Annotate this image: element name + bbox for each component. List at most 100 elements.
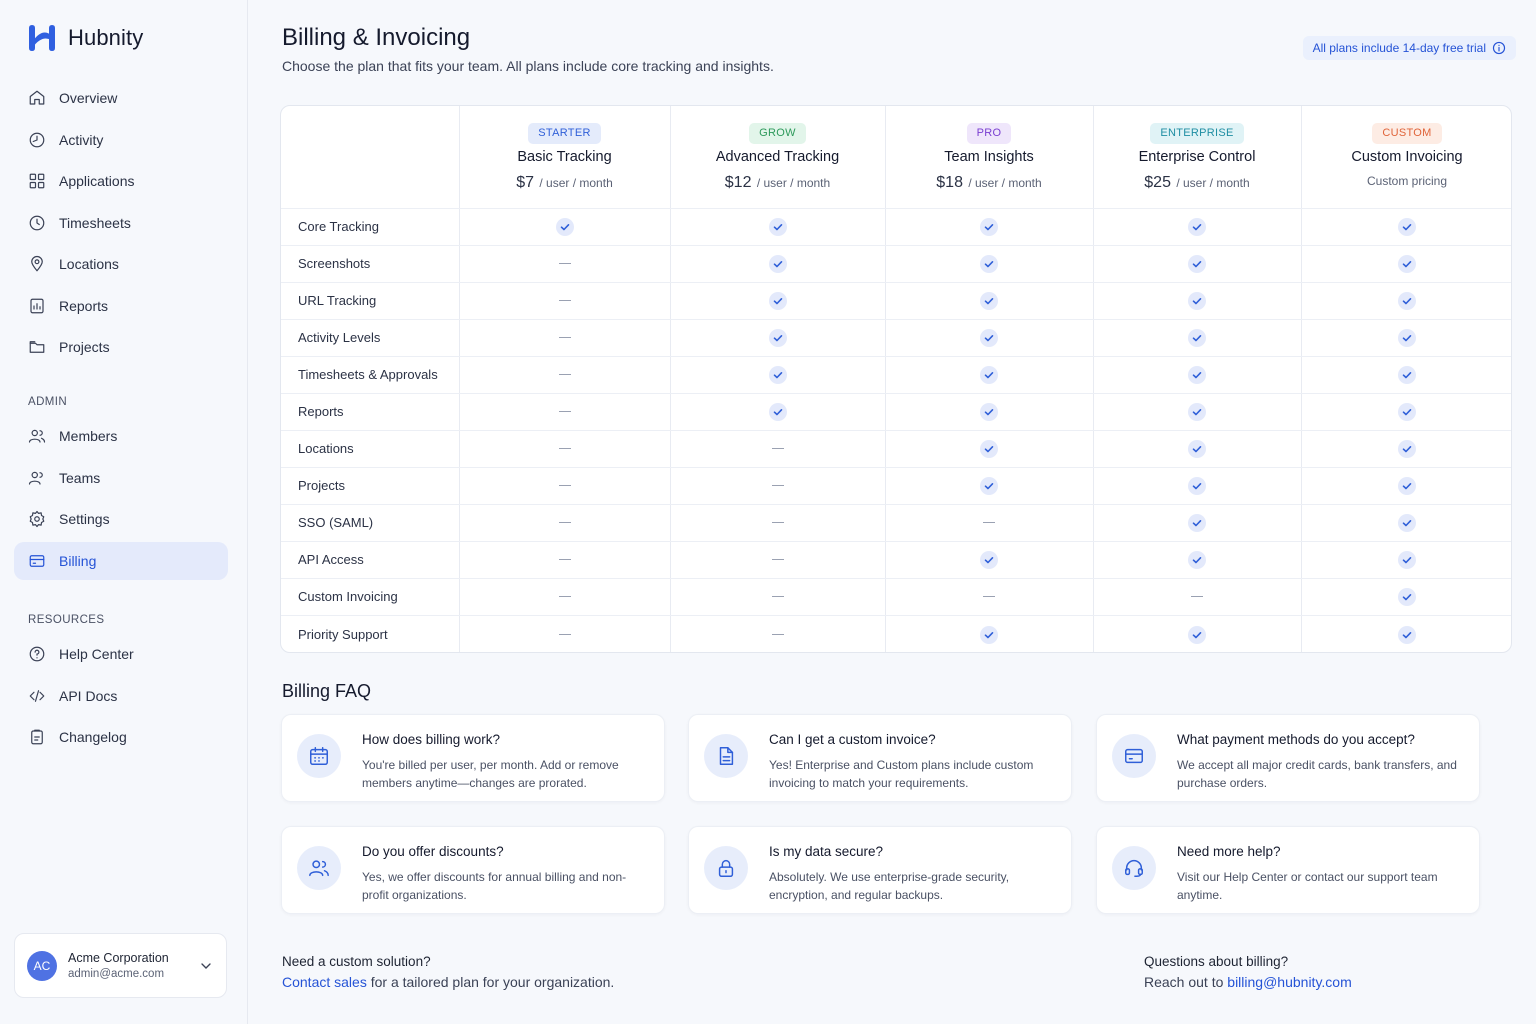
plan-price-unit: / user / month [756, 176, 831, 190]
faq-card[interactable]: Need more help? Visit our Help Center or … [1096, 826, 1480, 914]
nav-item-label: Changelog [59, 729, 127, 745]
nav-item-locations[interactable]: Locations [14, 245, 228, 283]
feature-label: API Access [298, 551, 364, 567]
nav-item-activity[interactable]: Activity [14, 121, 228, 159]
feature-included-check-icon [980, 291, 998, 310]
home-icon [29, 90, 45, 105]
headset-icon [1125, 860, 1143, 877]
plan-price: $18 / user / month [885, 174, 1093, 192]
column-divider [1301, 106, 1302, 652]
row-divider [281, 578, 1511, 579]
feature-included-check-icon [768, 254, 787, 273]
clock-icon [29, 215, 45, 230]
nav-item-applications[interactable]: Applications [14, 162, 228, 200]
custom-solution-rest: for a tailored plan for your organizatio… [366, 974, 615, 990]
feature-included-check-icon [1398, 402, 1416, 421]
faq-icon-wrap [297, 846, 341, 890]
clipboard-icon [31, 729, 43, 745]
section-label-resources: RESOURCES [28, 614, 105, 626]
nav-item-overview[interactable]: Overview [14, 79, 228, 117]
plan-badge: ENTERPRISE [1150, 123, 1244, 144]
feature-included-check-icon [1188, 513, 1206, 532]
contact-sales-link[interactable]: Contact sales [282, 974, 367, 990]
faq-card[interactable]: Is my data secure? Absolutely. We use ent… [688, 826, 1072, 914]
feature-included-check-icon [1398, 587, 1416, 606]
nav-item-settings[interactable]: Settings [14, 500, 228, 538]
row-divider [281, 430, 1511, 431]
faq-answer: Yes! Enterprise and Custom plans include… [769, 758, 1034, 790]
row-divider [281, 504, 1511, 505]
billing-questions-text: Reach out to billing@hubnity.com [1144, 974, 1352, 990]
report-icon [30, 298, 44, 313]
billing-email-link[interactable]: billing@hubnity.com [1227, 974, 1352, 990]
nav-item-label: Overview [59, 90, 118, 106]
nav-item-label: Applications [59, 173, 135, 189]
faq-card[interactable]: What payment methods do you accept? We ac… [1096, 714, 1480, 802]
dash-mark [771, 521, 784, 523]
gear-icon [29, 510, 45, 528]
feature-included-check-icon [1398, 254, 1416, 273]
feature-included-check-icon [980, 550, 998, 569]
feature-not-included-dash [1188, 588, 1206, 606]
faq-icon-wrap [1112, 846, 1156, 890]
account-email: admin@acme.com [68, 968, 165, 980]
nav-item-label: Billing [59, 552, 97, 569]
grid-icon [29, 173, 45, 189]
feature-label: Core Tracking [298, 218, 379, 234]
plan-price-unit: / user / month [539, 176, 613, 190]
nav-item-billing[interactable]: Billing [14, 541, 228, 580]
plan-price-amount: $25 [1144, 174, 1171, 191]
free-trial-badge[interactable]: All plans include 14-day free trial [1302, 36, 1516, 60]
dash-mark [558, 633, 571, 635]
feature-included-check-icon [1188, 291, 1206, 310]
plan-header: CUSTOM Custom Invoicing Custom pricing [1301, 106, 1511, 208]
nav-item-help-center[interactable]: Help Center [14, 635, 228, 673]
dash-mark [1191, 595, 1203, 597]
nav-item-label: Help Center [59, 646, 134, 662]
credit-card-icon [1125, 748, 1143, 764]
nav-item-changelog[interactable]: Changelog [14, 718, 228, 756]
column-divider [885, 106, 886, 652]
billing-questions-title: Questions about billing? [1144, 954, 1289, 969]
faq-question: Is my data secure? [769, 844, 884, 859]
nav-item-api-docs[interactable]: API Docs [14, 677, 228, 715]
faq-card[interactable]: How does billing work? You're billed per … [281, 714, 665, 802]
faq-icon-wrap [704, 734, 748, 778]
faq-question: Need more help? [1177, 844, 1281, 859]
feature-included-check-icon [980, 254, 998, 273]
dash-mark [558, 262, 571, 264]
feature-included-check-icon [1188, 402, 1206, 421]
nav-item-teams[interactable]: Teams [14, 459, 228, 497]
page-subtitle: Choose the plan that fits your team. All… [282, 58, 774, 74]
feature-included-check-icon [1188, 254, 1206, 273]
account-switcher[interactable]: AC Acme Corporation admin@acme.com [14, 933, 227, 998]
code-icon [29, 689, 45, 702]
billing-questions-prefix: Reach out to [1144, 974, 1228, 990]
feature-included-check-icon [980, 625, 998, 644]
faq-icon-wrap [297, 734, 341, 778]
nav-item-reports[interactable]: Reports [14, 287, 228, 325]
feature-included-check-icon [1398, 513, 1416, 532]
row-divider [281, 282, 1511, 283]
app-logo[interactable]: Hubnity [26, 24, 143, 52]
dash-mark [558, 336, 571, 338]
nav-item-members[interactable]: Members [14, 417, 228, 455]
row-divider [281, 615, 1511, 616]
feature-included-check-icon [1398, 328, 1416, 347]
nav-item-label: Reports [59, 297, 109, 314]
dash-mark [771, 558, 784, 560]
feature-included-check-icon [1398, 439, 1416, 458]
folder-icon [29, 341, 45, 353]
faq-card[interactable]: Do you offer discounts? Yes, we offer dis… [281, 826, 665, 914]
faq-answer: You're billed per user, per month. Add o… [362, 758, 619, 790]
plan-comparison-table: STARTER Basic Tracking $7 / user / month GR… [280, 105, 1512, 653]
feature-included-check-icon [980, 439, 998, 458]
nav-item-timesheets[interactable]: Timesheets [14, 204, 228, 242]
faq-card[interactable]: Can I get a custom invoice? Yes! Enterpri… [688, 714, 1072, 802]
dash-mark [771, 633, 784, 635]
nav-item-projects[interactable]: Projects [14, 328, 228, 366]
plan-name: Basic Tracking [517, 149, 612, 165]
feature-not-included-dash [556, 403, 574, 421]
feature-label: Custom Invoicing [298, 588, 398, 604]
custom-solution-title: Need a custom solution? [282, 954, 431, 969]
